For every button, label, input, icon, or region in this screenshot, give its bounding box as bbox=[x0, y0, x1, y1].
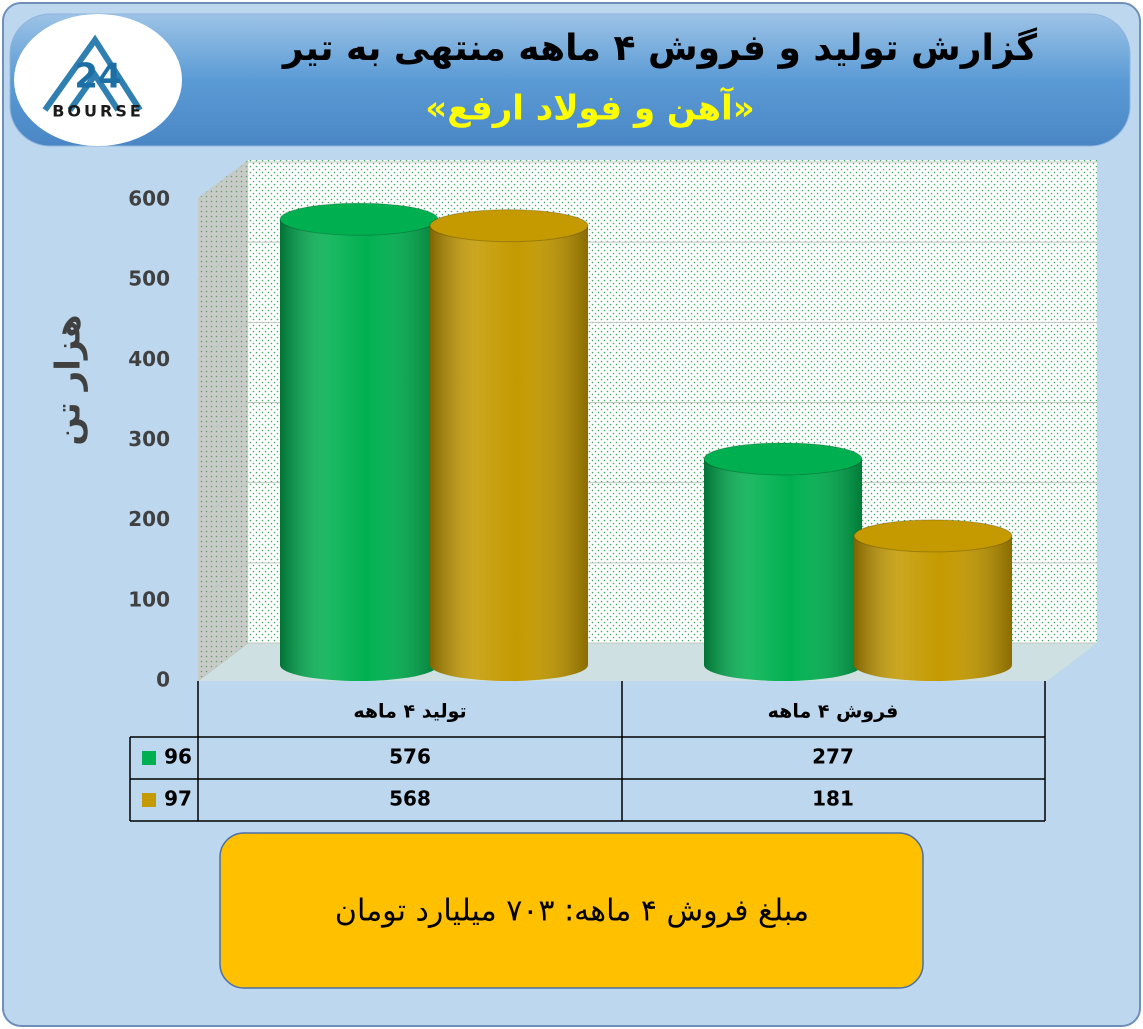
cylinder-top bbox=[853, 519, 1013, 553]
y-tick-label: 500 bbox=[128, 267, 170, 291]
grid-line bbox=[197, 562, 249, 602]
note-box bbox=[219, 832, 924, 989]
cylinder-shade bbox=[430, 225, 588, 682]
note: مبلغ فروش ۴ ماهه: ۷۰۳ میلیارد تومان bbox=[335, 894, 809, 929]
cylinder-shade bbox=[854, 535, 1012, 681]
grid-line bbox=[197, 482, 249, 522]
legend-label: 97 bbox=[164, 787, 192, 811]
grid-line bbox=[197, 402, 249, 441]
cylinder-shade bbox=[704, 458, 862, 681]
table-value: 181 bbox=[812, 787, 854, 811]
y-tick-label: 100 bbox=[128, 587, 170, 611]
legend-swatch bbox=[142, 793, 156, 807]
table-value: 277 bbox=[812, 745, 854, 769]
y-tick-label: 200 bbox=[128, 507, 170, 531]
y-tick-label: 300 bbox=[128, 427, 170, 451]
grid-line bbox=[197, 161, 249, 201]
cylinder-top bbox=[703, 442, 863, 476]
y-tick-label: 0 bbox=[156, 668, 170, 692]
cylinder-top bbox=[279, 202, 439, 236]
logo-name: BOURSE bbox=[52, 102, 144, 121]
grid-line bbox=[197, 642, 249, 682]
table-value: 568 bbox=[389, 787, 431, 811]
x-tick-label: فروش ۴ ماهه bbox=[768, 701, 899, 723]
chart-title: گزارش تولید و فروش ۴ ماهه منتهی به تیر bbox=[281, 27, 1037, 69]
chart-subtitle: «آهن و فولاد ارفع» bbox=[425, 87, 754, 129]
y-axis-title: هزار تن bbox=[49, 314, 89, 445]
logo-number: 24 bbox=[74, 57, 121, 97]
side-wall bbox=[198, 160, 248, 681]
cylinder-shade bbox=[280, 219, 438, 682]
header-banner bbox=[9, 13, 1131, 147]
logo-shape bbox=[42, 34, 143, 112]
table-value: 576 bbox=[389, 745, 431, 769]
grid-line bbox=[197, 241, 249, 281]
x-tick-label: تولید ۴ ماهه bbox=[353, 701, 466, 723]
y-tick-label: 600 bbox=[128, 187, 170, 211]
grid-line bbox=[197, 321, 249, 361]
legend-label: 96 bbox=[164, 745, 192, 769]
data-table bbox=[129, 681, 1046, 822]
y-tick-label: 400 bbox=[128, 347, 170, 371]
legend-swatch bbox=[142, 751, 156, 765]
cylinder-top bbox=[429, 209, 589, 243]
